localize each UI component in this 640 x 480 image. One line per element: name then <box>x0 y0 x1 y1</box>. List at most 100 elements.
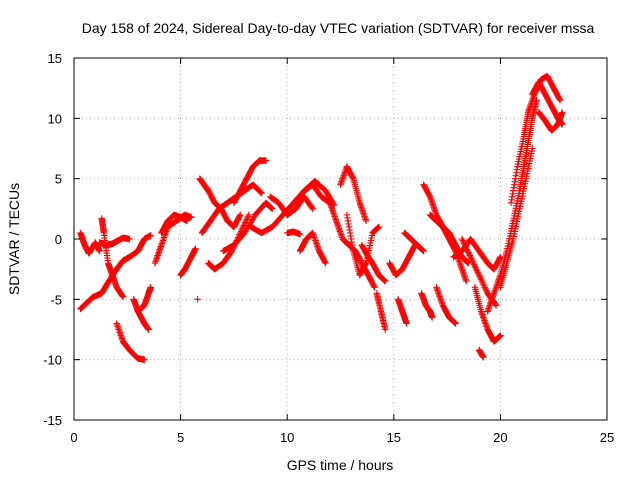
series-arc-r <box>266 193 316 219</box>
x-axis-label: GPS time / hours <box>287 457 394 473</box>
x-tick-labels: 0 5 10 15 20 25 <box>70 430 614 445</box>
series-arc-z <box>373 290 389 333</box>
data-point-interp <box>465 249 472 256</box>
series-arc-d <box>98 215 127 301</box>
y-tick-label: 15 <box>48 51 62 66</box>
data-point <box>371 284 378 291</box>
data-point-interp <box>480 282 488 289</box>
axis-ticks <box>73 57 608 421</box>
data-point-interp <box>257 189 265 196</box>
y-tick-label: -5 <box>50 292 62 307</box>
x-tick-label: 20 <box>493 430 507 445</box>
y-tick-label: -15 <box>43 413 62 428</box>
series-arc-p <box>230 157 270 206</box>
x-tick-label: 10 <box>280 430 294 445</box>
series-arc-ai <box>450 235 504 273</box>
data-point-interp <box>461 241 469 249</box>
series-arc-ae <box>418 290 436 321</box>
data-point-interp <box>470 259 477 267</box>
data-point-interp <box>243 216 250 223</box>
data-point <box>309 205 316 213</box>
data-point <box>475 272 483 279</box>
chart-title: Day 158 of 2024, Sidereal Day-to-day VTE… <box>82 20 595 36</box>
data-point-interp <box>468 256 476 264</box>
data-point-interp <box>470 261 478 268</box>
series-arc-y <box>358 241 389 285</box>
data-point-interp <box>466 252 474 259</box>
series-arc-aa <box>386 241 419 279</box>
series-arc-f <box>134 284 154 315</box>
data-point-interp <box>460 238 467 246</box>
y-tick-label: -10 <box>43 353 62 368</box>
x-tick-label: 5 <box>177 430 184 445</box>
data-point <box>147 232 154 239</box>
data-point-interp <box>469 258 476 265</box>
data-point-interp <box>475 270 482 277</box>
data-point <box>119 293 127 301</box>
series-arc-k <box>194 296 201 303</box>
y-axis-label: SDTVAR / TECUs <box>6 183 22 295</box>
series-arc-w <box>337 163 370 225</box>
data-point <box>492 302 500 309</box>
data-point <box>467 253 474 261</box>
data-point-interp <box>463 244 470 252</box>
data-point <box>480 354 487 361</box>
data-point-interp <box>479 279 486 286</box>
x-tick-label: 15 <box>387 430 401 445</box>
data-point-interp <box>460 240 468 247</box>
data-point <box>269 205 276 213</box>
y-tick-label: 0 <box>55 232 62 247</box>
series-arc-ak <box>471 284 504 345</box>
data-point <box>559 109 566 116</box>
data-point <box>147 284 154 291</box>
data-point <box>362 217 370 225</box>
series-arc-g <box>130 296 152 333</box>
data-point-interp <box>482 287 490 294</box>
data-point <box>258 189 265 197</box>
data-point-interp <box>244 214 251 222</box>
data-point <box>296 230 304 238</box>
data-point-interp <box>471 262 479 270</box>
series-arc-ab <box>394 296 410 327</box>
series-arc-e <box>113 320 148 363</box>
data-point <box>188 214 195 221</box>
data-point <box>96 247 103 255</box>
data-point <box>463 278 470 285</box>
series-arc-j <box>177 245 199 279</box>
data-point <box>126 235 133 243</box>
series-arc-al <box>475 346 487 361</box>
data-point-interp <box>308 204 316 212</box>
data-point <box>556 97 564 104</box>
series-arc-i <box>158 211 191 237</box>
data-point <box>375 223 383 231</box>
data-point-interp <box>481 284 488 291</box>
data-point <box>262 157 270 164</box>
data-point <box>194 296 201 303</box>
y-tick-labels: -15 -10 -5 0 5 10 15 <box>43 51 62 428</box>
x-tick-label: 0 <box>70 430 77 445</box>
series-arc-b <box>77 232 154 313</box>
data-point-interp <box>463 246 471 253</box>
data-point-interp <box>480 281 487 288</box>
data-point <box>497 332 504 339</box>
data-point <box>192 245 199 252</box>
data-point <box>428 314 436 321</box>
series-arc-u <box>296 229 329 267</box>
data-point-interp <box>472 264 479 271</box>
series-arc-s <box>284 228 304 238</box>
data-point <box>237 211 244 219</box>
data-point-interp <box>465 250 473 258</box>
data-point-interp <box>482 285 489 292</box>
series-arc-ac <box>401 229 427 255</box>
data-point-interp <box>242 219 249 226</box>
series-arc-ag <box>433 284 459 327</box>
data-point <box>529 145 536 152</box>
data-points <box>77 72 566 363</box>
data-point-interp <box>478 276 485 283</box>
data-point <box>452 320 459 327</box>
data-point <box>141 356 148 363</box>
series-arc-a <box>77 229 103 257</box>
data-point <box>382 326 389 333</box>
y-tick-label: 5 <box>55 172 62 187</box>
